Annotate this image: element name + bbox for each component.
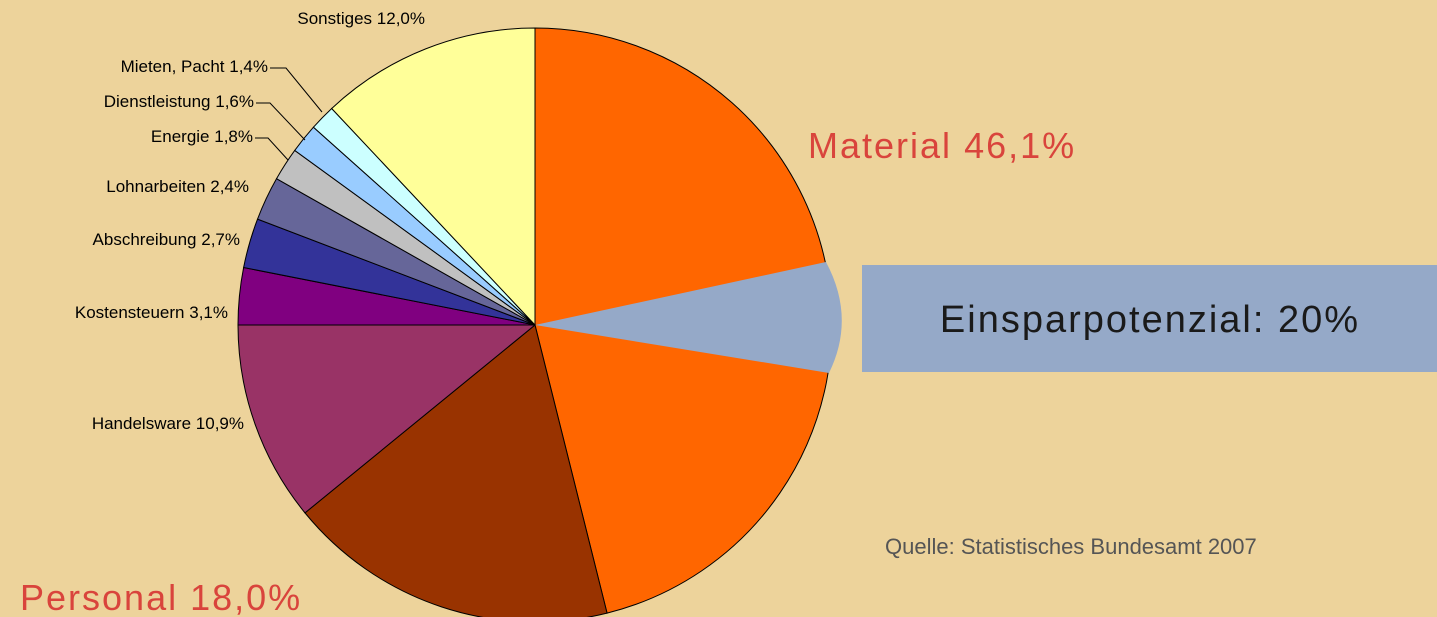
slice-value: 2,7%: [201, 230, 240, 249]
leader-line: [255, 137, 289, 161]
source-note: Quelle: Statistisches Bundesamt 2007: [885, 534, 1257, 559]
slice-label: Kostensteuern 3,1%: [75, 303, 228, 322]
slice-name: Energie: [151, 127, 210, 146]
slice-label: Dienstleistung 1,6%: [104, 92, 254, 111]
slice-value: 12,0%: [377, 9, 425, 28]
highlight-box: [862, 265, 1437, 372]
pie-slice: [330, 27, 536, 327]
labels: Material 46,1% Personal 18,0% Handelsware …: [20, 9, 1076, 617]
slice-value: 1,4%: [229, 57, 268, 76]
slice-name: Material: [808, 125, 952, 166]
slice-value: 1,6%: [215, 92, 254, 111]
slice-label: Abschreibung 2,7%: [93, 230, 240, 249]
slice-label: Handelsware 10,9%: [92, 414, 244, 433]
leader-line: [256, 102, 306, 141]
slice-label: Material 46,1%: [808, 125, 1076, 166]
highlight-wedge: [535, 262, 842, 373]
slice-name: Dienstleistung: [104, 92, 211, 111]
slice-name: Lohnarbeiten: [106, 177, 205, 196]
savings-annotation: Einsparpotenzial: 20%: [940, 299, 1360, 341]
slice-label: Personal 18,0%: [20, 577, 302, 617]
slice-value: 18,0%: [190, 577, 302, 617]
slice-label: Lohnarbeiten 2,4%: [106, 177, 249, 196]
slice-name: Sonstiges: [297, 9, 372, 28]
slice-label: Sonstiges 12,0%: [297, 9, 425, 28]
slice-label: Mieten, Pacht 1,4%: [121, 57, 268, 76]
slice-value: 10,9%: [196, 414, 244, 433]
slice-name: Handelsware: [92, 414, 191, 433]
slice-name: Personal: [20, 577, 178, 617]
pie-slice: [237, 324, 537, 514]
pie-slice: [304, 324, 608, 617]
slice-label: Energie 1,8%: [151, 127, 253, 146]
slice-value: 3,1%: [189, 303, 228, 322]
slice-name: Abschreibung: [93, 230, 197, 249]
slice-name: Mieten, Pacht: [121, 57, 225, 76]
slice-value: 2,4%: [210, 177, 249, 196]
slice-value: 46,1%: [964, 125, 1076, 166]
leader-line: [270, 67, 323, 113]
slice-value: 1,8%: [214, 127, 253, 146]
slice-name: Kostensteuern: [75, 303, 185, 322]
